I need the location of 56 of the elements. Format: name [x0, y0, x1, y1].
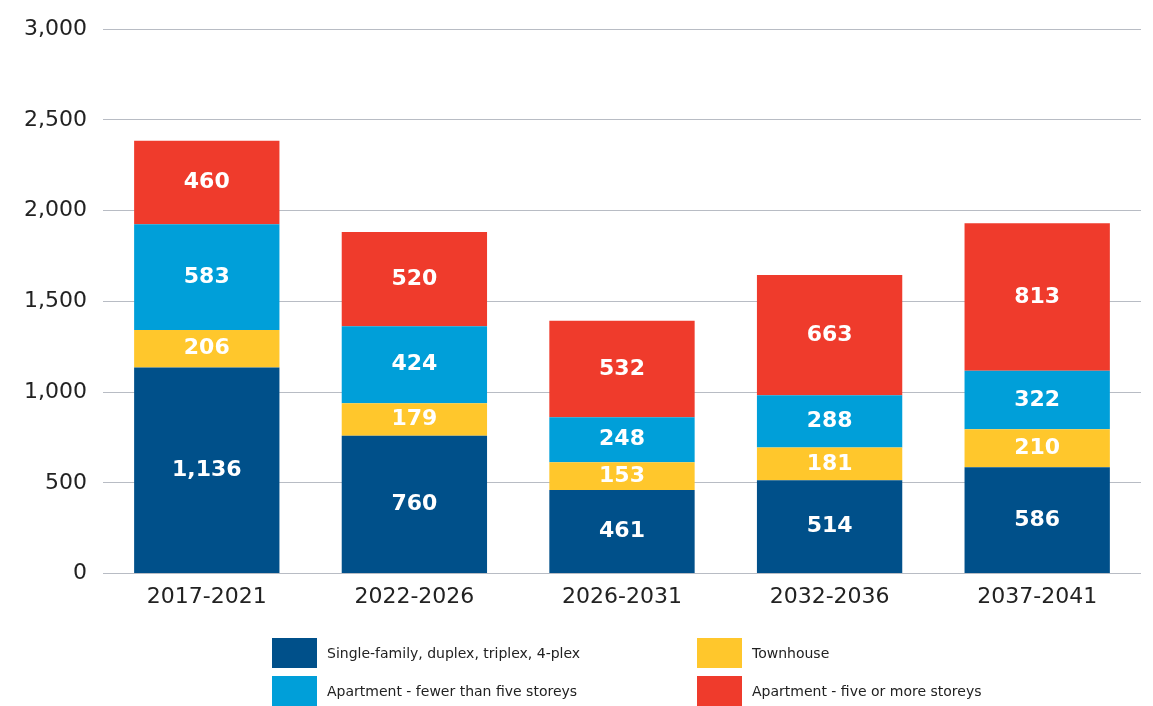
bar	[756, 395, 903, 448]
data-label: 460	[183, 168, 230, 194]
data-label: 322	[1014, 385, 1061, 411]
legend-label: Single-family, duplex, triplex, 4-plex	[327, 645, 581, 661]
bar	[964, 223, 1110, 371]
x-tick-label: 2022-2026	[354, 582, 475, 608]
data-label: 206	[183, 334, 230, 360]
bar	[549, 489, 695, 574]
bar	[134, 367, 280, 574]
legend-label: Apartment - fewer than five storeys	[327, 683, 578, 699]
x-tick-label: 2032-2036	[769, 582, 890, 608]
data-label: 514	[806, 512, 853, 538]
data-label: 663	[806, 320, 853, 346]
y-tick-label: 1,000	[24, 377, 87, 403]
bar	[964, 429, 1110, 468]
y-tick-label: 1,500	[24, 287, 87, 313]
data-label: 586	[1014, 505, 1061, 531]
data-label: 153	[599, 461, 645, 487]
data-label: 424	[391, 350, 438, 376]
legend-label: Townhouse	[752, 645, 830, 661]
bar	[756, 480, 903, 574]
bar	[756, 274, 903, 396]
bar	[756, 447, 903, 481]
data-label: 288	[806, 407, 853, 433]
data-label: 532	[599, 354, 645, 380]
bar	[341, 326, 488, 404]
data-label: 179	[391, 405, 438, 431]
bar	[964, 370, 1110, 430]
bar	[134, 330, 280, 368]
y-tick-label: 2,500	[24, 105, 87, 131]
data-label: 583	[183, 262, 230, 288]
bar	[549, 320, 695, 418]
data-label: 520	[391, 264, 438, 290]
x-tick-label: 2037-2041	[977, 582, 1098, 608]
bar	[964, 467, 1110, 574]
data-label: 181	[806, 449, 853, 475]
y-tick-label: 500	[44, 468, 87, 494]
bar	[549, 462, 695, 490]
bar	[134, 224, 280, 331]
y-tick-label: 0	[72, 559, 87, 585]
bar	[341, 231, 488, 327]
data-label: 1,136	[171, 456, 242, 481]
x-tick-label: 2026-2031	[562, 582, 682, 608]
data-label: 210	[1014, 433, 1061, 459]
data-label: 248	[599, 425, 645, 451]
y-tick-label: 2,000	[24, 196, 87, 222]
bar	[341, 403, 488, 436]
data-label: 813	[1014, 282, 1061, 308]
data-label: 461	[599, 517, 645, 543]
bar	[549, 417, 695, 463]
legend-label: Apartment - five or more storeys	[752, 683, 982, 699]
bar	[341, 435, 488, 574]
bar	[134, 140, 280, 225]
y-tick-label: 3,000	[24, 14, 87, 40]
data-label: 760	[391, 490, 438, 516]
x-tick-label: 2017-2021	[146, 582, 267, 608]
